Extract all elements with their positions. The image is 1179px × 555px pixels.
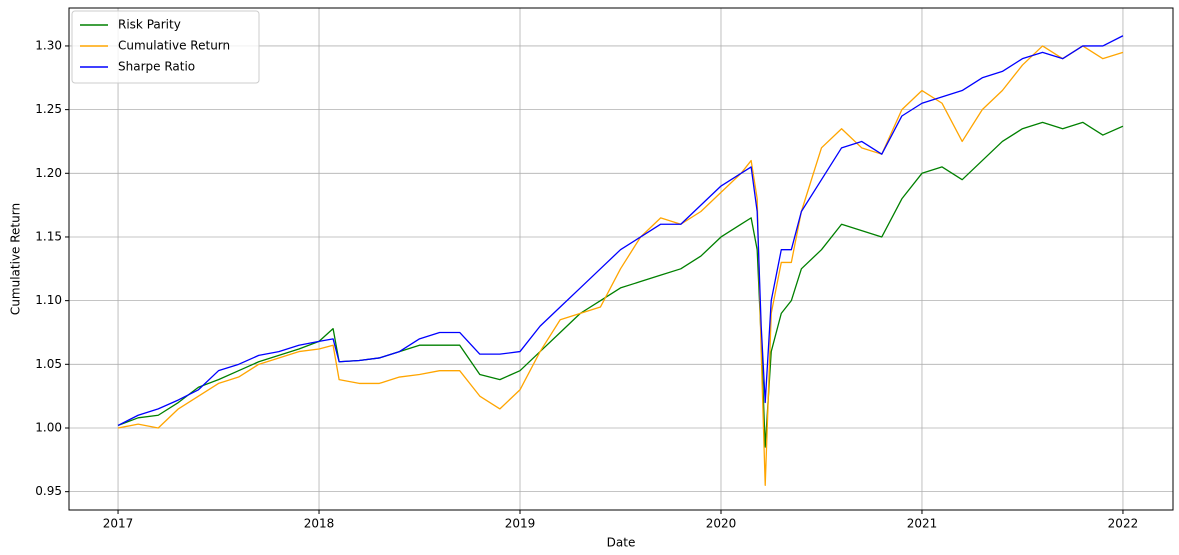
- legend-label: Risk Parity: [118, 18, 181, 32]
- legend-label: Sharpe Ratio: [118, 60, 195, 74]
- x-tick-label: 2021: [907, 517, 938, 531]
- y-tick-label: 1.15: [35, 229, 62, 243]
- series-line: [117, 121, 1124, 448]
- y-tick-label: 1.25: [35, 102, 62, 116]
- y-tick-label: 1.05: [35, 357, 62, 371]
- x-tick-label: 2022: [1108, 517, 1139, 531]
- y-tick-label: 0.95: [35, 484, 62, 498]
- legend: Risk Parity Cumulative Return Sharpe Ratio: [71, 10, 260, 84]
- x-tick-label: 2019: [505, 517, 536, 531]
- plot-frame: [68, 7, 1174, 511]
- y-tick-label: 1.00: [35, 420, 62, 434]
- x-axis-label: Date: [607, 536, 636, 550]
- x-tick-label: 2020: [706, 517, 737, 531]
- series-line: [117, 35, 1124, 427]
- y-axis-label: Cumulative Return: [9, 203, 23, 315]
- legend-box: [71, 10, 260, 84]
- y-tick-label: 1.10: [35, 293, 62, 307]
- series-line: [117, 45, 1124, 486]
- x-tick-label: 2017: [103, 517, 134, 531]
- x-tick-label: 2018: [304, 517, 335, 531]
- y-tick-label: 1.20: [35, 166, 62, 180]
- legend-label: Cumulative Return: [118, 39, 230, 53]
- y-tick-label: 1.30: [35, 38, 62, 52]
